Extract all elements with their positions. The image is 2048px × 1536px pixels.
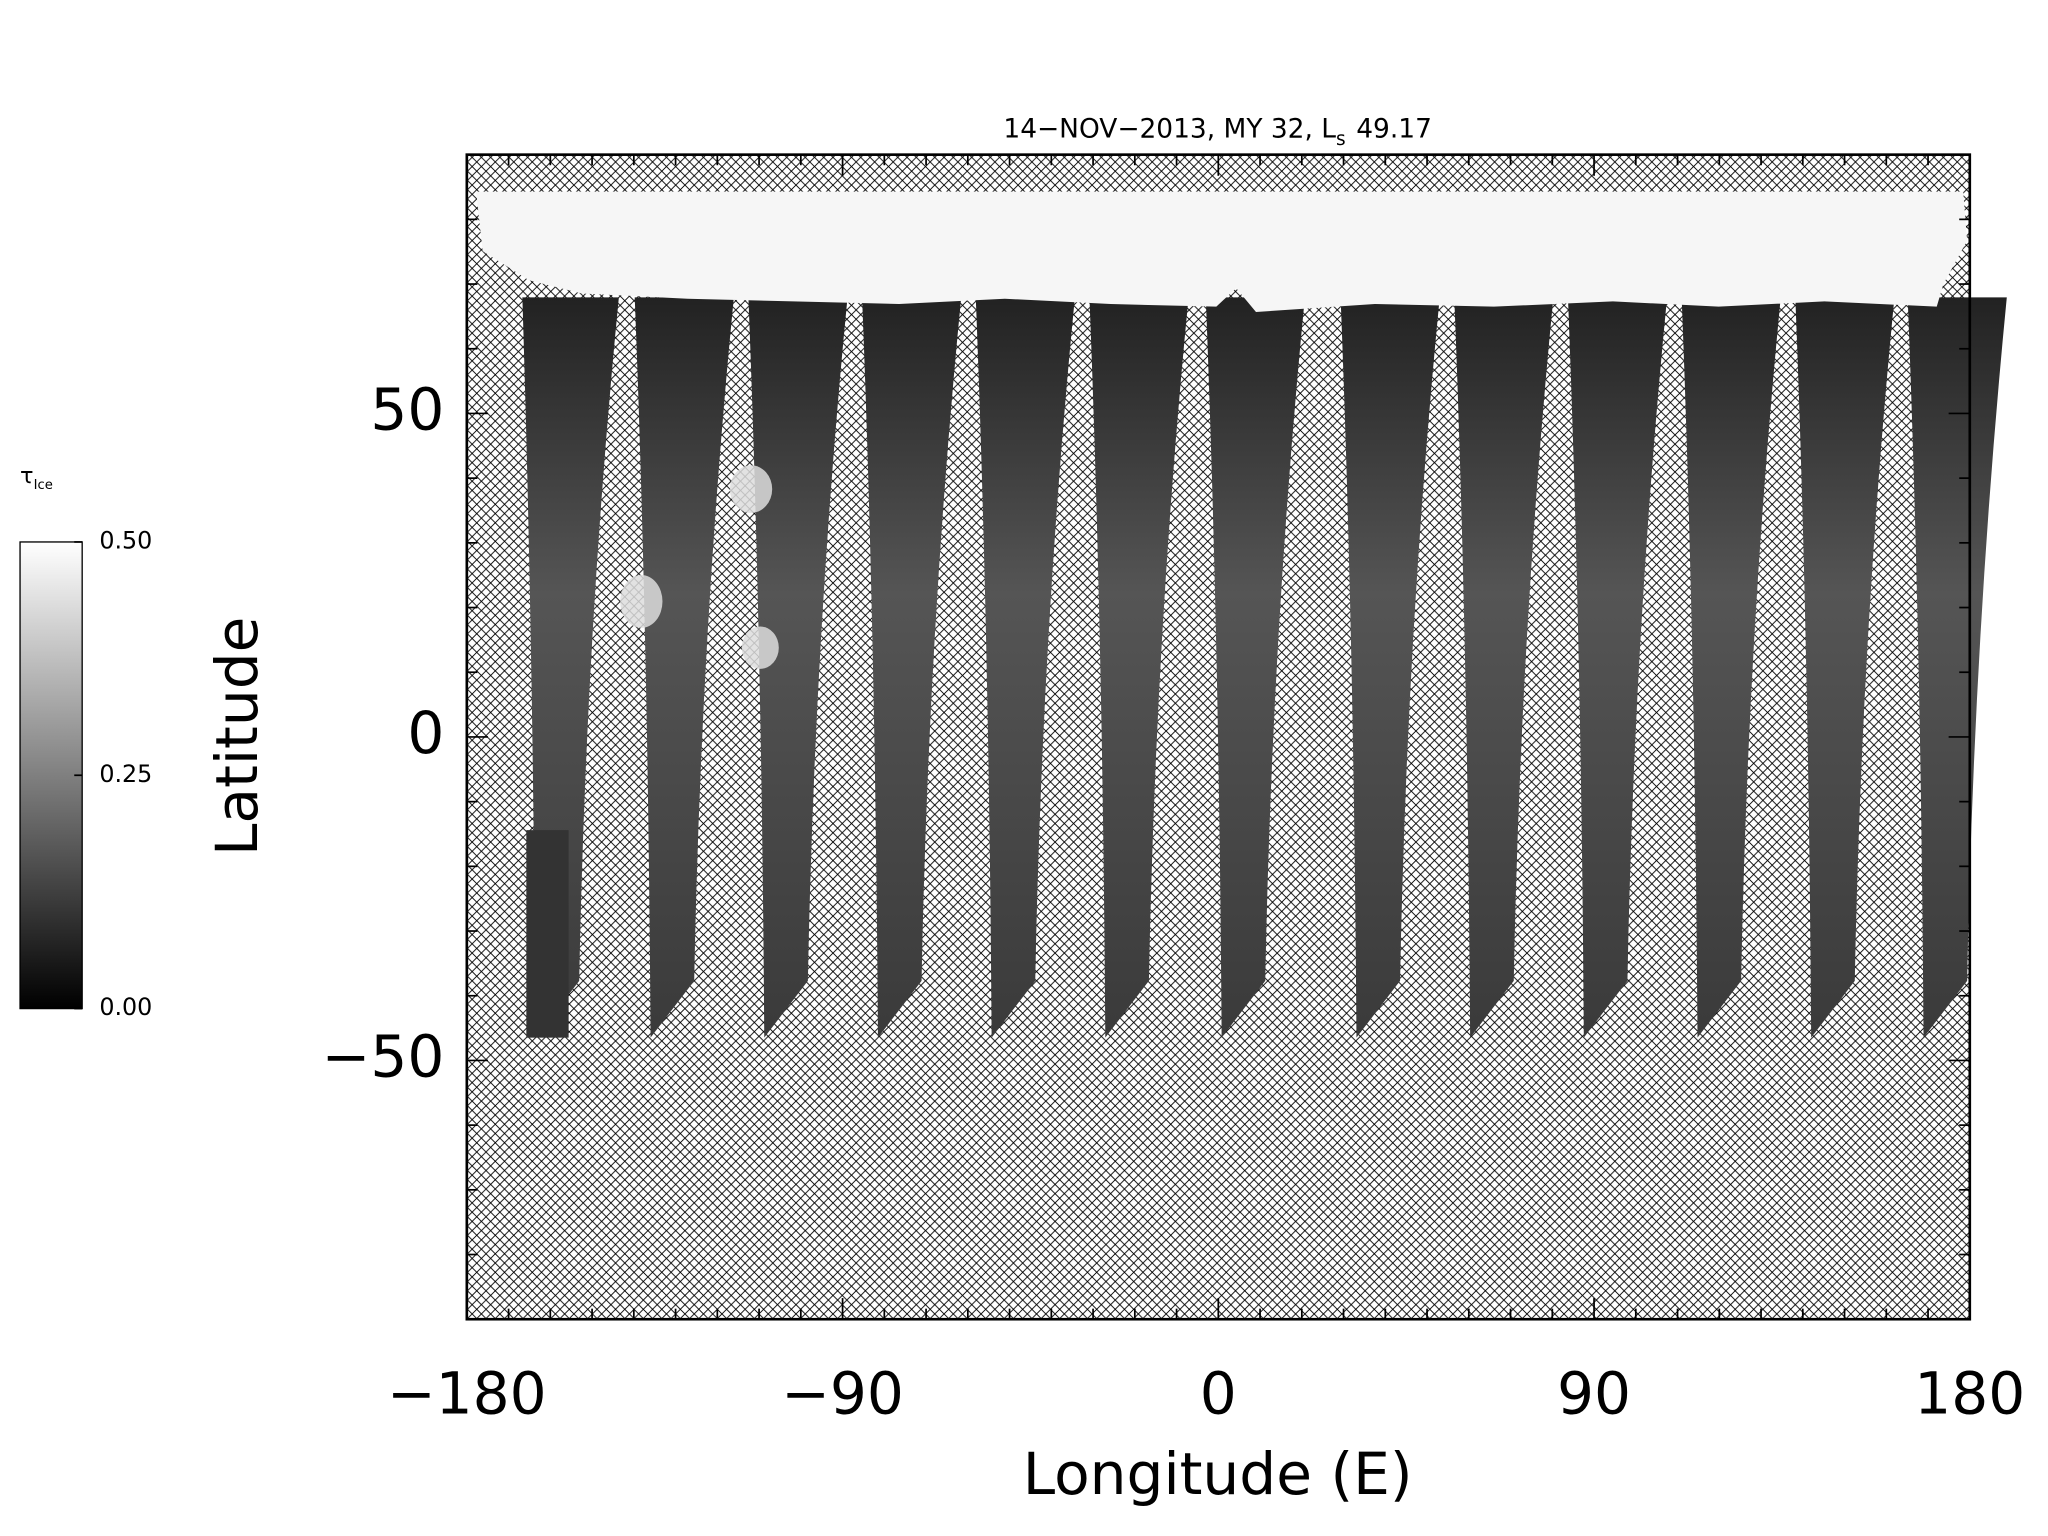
- x-tick-label: 0: [1200, 1359, 1237, 1427]
- swath: [1795, 297, 1895, 1038]
- y-axis-label: Latitude: [203, 617, 271, 856]
- x-tick-label: 90: [1557, 1359, 1631, 1427]
- ice-cloud: [741, 626, 779, 669]
- colorbar-tick-label: 0.25: [99, 760, 152, 788]
- swath: [634, 297, 734, 1038]
- swath: [1205, 297, 1305, 1038]
- ice-cloud: [729, 465, 773, 513]
- x-tick-label: −90: [781, 1359, 904, 1427]
- swath: [862, 297, 962, 1038]
- x-tick-label: 180: [1914, 1359, 2025, 1427]
- y-tick-label: 0: [407, 699, 444, 767]
- colorbar-tick-label: 0.50: [99, 526, 152, 554]
- title-subscript: s: [1336, 129, 1346, 150]
- colorbar-symbol: τ: [20, 462, 34, 488]
- ice-cloud: [620, 575, 663, 628]
- x-tick-label: −180: [387, 1359, 547, 1427]
- swath: [975, 297, 1075, 1038]
- swath: [1454, 297, 1554, 1038]
- y-tick-label: −50: [322, 1023, 445, 1091]
- polar-ice: [476, 191, 1968, 312]
- swath: [526, 830, 569, 1038]
- swath: [1567, 297, 1668, 1038]
- swath: [1681, 297, 1781, 1038]
- chart-title: 14−NOV−2013, MY 32, Ls 49.17: [1003, 113, 1431, 150]
- colorbar: [19, 541, 83, 1010]
- swath: [1340, 297, 1440, 1038]
- swaths: [522, 297, 2007, 1038]
- title-value: 49.17: [1356, 113, 1432, 144]
- colorbar-label: τIce: [20, 462, 53, 493]
- x-axis-label: Longitude (E): [1023, 1440, 1413, 1508]
- colorbar-subscript: Ice: [34, 478, 53, 493]
- swath: [1089, 297, 1189, 1038]
- y-tick-label: 50: [370, 376, 444, 444]
- title-text: 14−NOV−2013, MY 32, L: [1003, 113, 1336, 144]
- colorbar-tick-label: 0.00: [99, 993, 152, 1021]
- swath: [748, 297, 848, 1038]
- swath: [1907, 297, 2007, 1038]
